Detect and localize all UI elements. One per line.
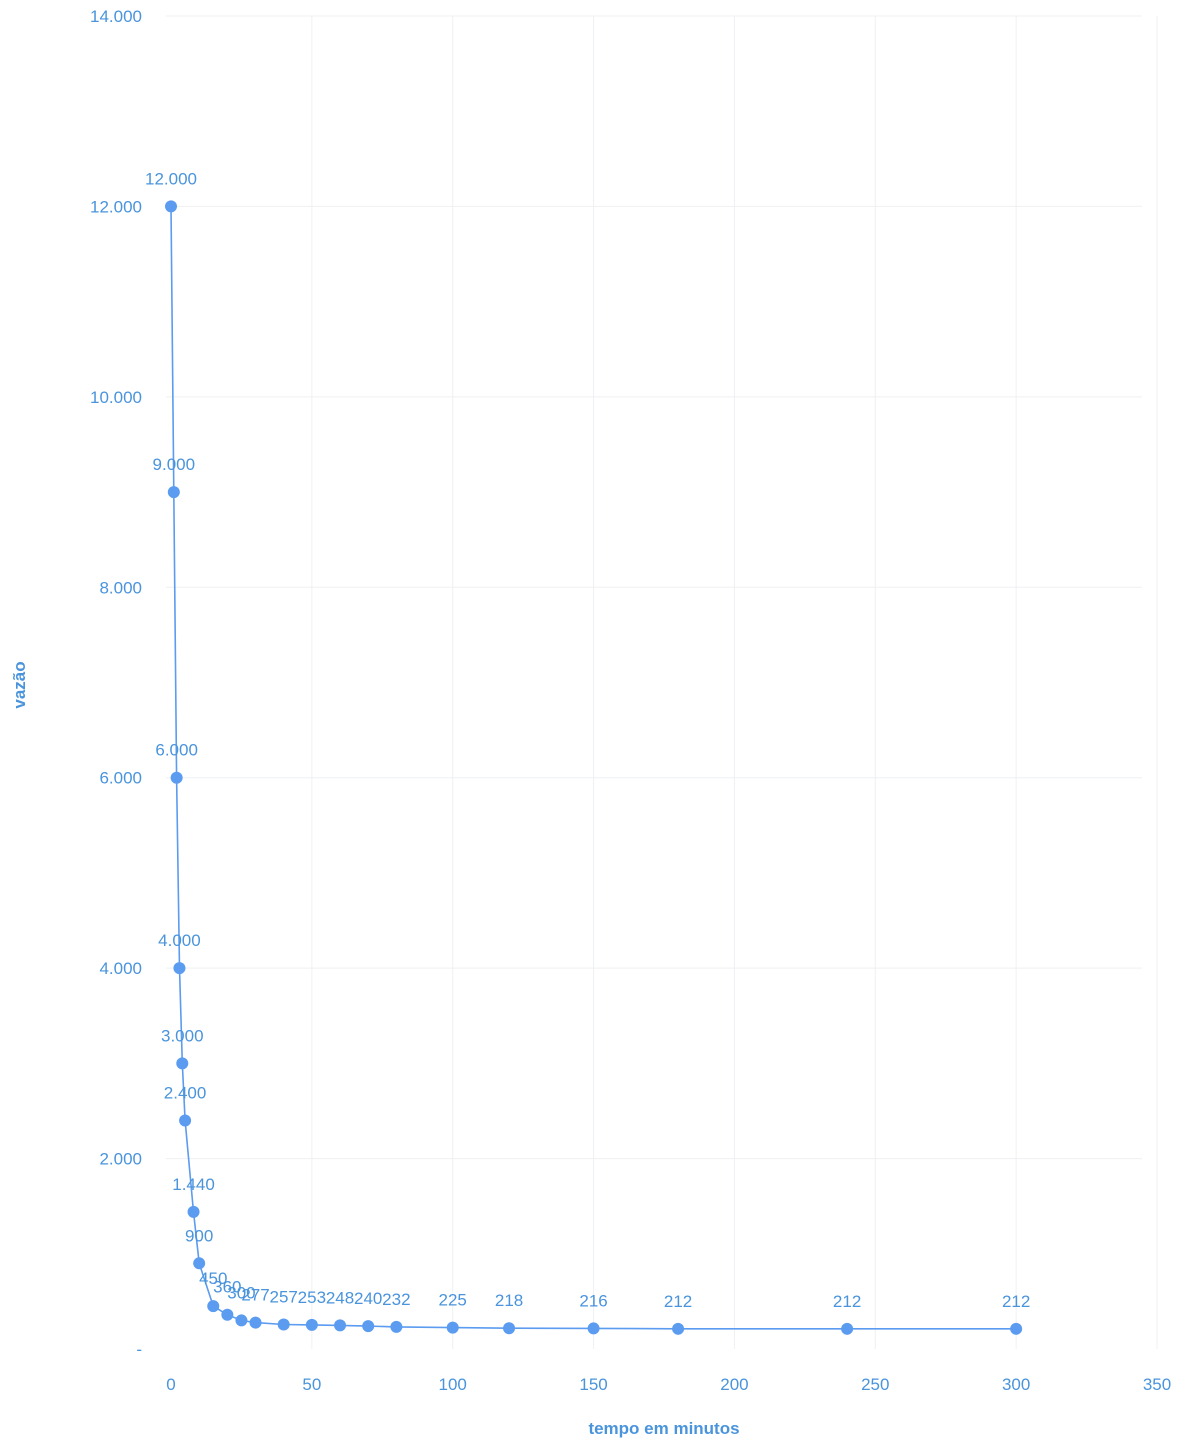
data-point	[841, 1322, 854, 1335]
x-tick-label: 200	[720, 1375, 748, 1394]
data-label: 212	[833, 1292, 861, 1311]
series-layer	[165, 200, 1023, 1335]
y-axis-title: vazão	[10, 661, 29, 708]
data-point	[1010, 1322, 1023, 1335]
data-point	[249, 1316, 262, 1329]
y-tick-label: 8.000	[99, 578, 142, 597]
x-axis-title: tempo em minutos	[588, 1419, 739, 1438]
data-label: 360	[213, 1278, 241, 1297]
data-point	[235, 1314, 248, 1327]
data-label: 277	[241, 1286, 269, 1305]
y-tick-label: 2.000	[99, 1150, 142, 1169]
x-tick-label: 250	[861, 1375, 889, 1394]
y-tick-label: 14.000	[90, 7, 142, 26]
data-point	[173, 962, 186, 975]
data-label: 253	[298, 1288, 326, 1307]
data-label: 232	[382, 1290, 410, 1309]
data-label: 257	[269, 1288, 297, 1307]
data-label: 12.000	[145, 169, 197, 188]
data-label: 212	[664, 1292, 692, 1311]
data-label: 3.000	[161, 1026, 204, 1045]
x-tick-label: 350	[1143, 1375, 1171, 1394]
data-point	[305, 1318, 318, 1331]
data-label: 216	[579, 1291, 607, 1310]
axis-ticks: - 2.000 4.000 6.000 8.000 10.000 12.000 14.000 0…	[90, 7, 1171, 1394]
data-point	[334, 1319, 347, 1332]
data-labels: 12.000 9.000 6.000 4.000 3.000 2.400 1.440 900 4…	[145, 169, 1030, 1310]
data-label: 9.000	[153, 455, 196, 474]
data-point	[362, 1320, 375, 1333]
x-tick-label: 100	[439, 1375, 467, 1394]
data-label: 300	[227, 1283, 255, 1302]
data-label: 900	[185, 1226, 213, 1245]
data-label: 218	[495, 1291, 523, 1310]
data-label: 240	[354, 1289, 382, 1308]
data-label: 248	[326, 1288, 354, 1307]
data-point	[179, 1114, 192, 1127]
data-point	[277, 1318, 290, 1331]
data-point	[503, 1322, 516, 1335]
data-label: 450	[199, 1269, 227, 1288]
x-tick-label: 0	[166, 1375, 175, 1394]
data-point	[193, 1257, 206, 1270]
y-tick-label: 12.000	[90, 197, 142, 216]
data-point	[176, 1057, 189, 1070]
data-point	[672, 1322, 685, 1335]
y-tick-label: -	[136, 1340, 142, 1359]
y-tick-label: 6.000	[99, 769, 142, 788]
x-tick-label: 300	[1002, 1375, 1030, 1394]
data-point	[221, 1308, 234, 1321]
data-point	[165, 200, 177, 213]
x-tick-label: 50	[302, 1375, 321, 1394]
data-label: 225	[439, 1291, 467, 1310]
data-label: 4.000	[158, 931, 201, 950]
x-tick-label: 150	[579, 1375, 607, 1394]
data-label: 6.000	[155, 741, 198, 760]
data-point	[170, 771, 183, 784]
data-label: 212	[1002, 1292, 1030, 1311]
data-point	[187, 1205, 200, 1218]
gridlines	[166, 15, 1158, 1349]
data-label: 1.440	[172, 1175, 215, 1194]
data-point	[390, 1320, 403, 1333]
data-point	[207, 1300, 220, 1313]
data-point	[446, 1321, 459, 1334]
y-tick-label: 4.000	[99, 959, 142, 978]
data-label: 2.400	[164, 1083, 207, 1102]
data-point	[587, 1322, 600, 1335]
y-tick-label: 10.000	[90, 388, 142, 407]
data-point	[167, 486, 180, 499]
